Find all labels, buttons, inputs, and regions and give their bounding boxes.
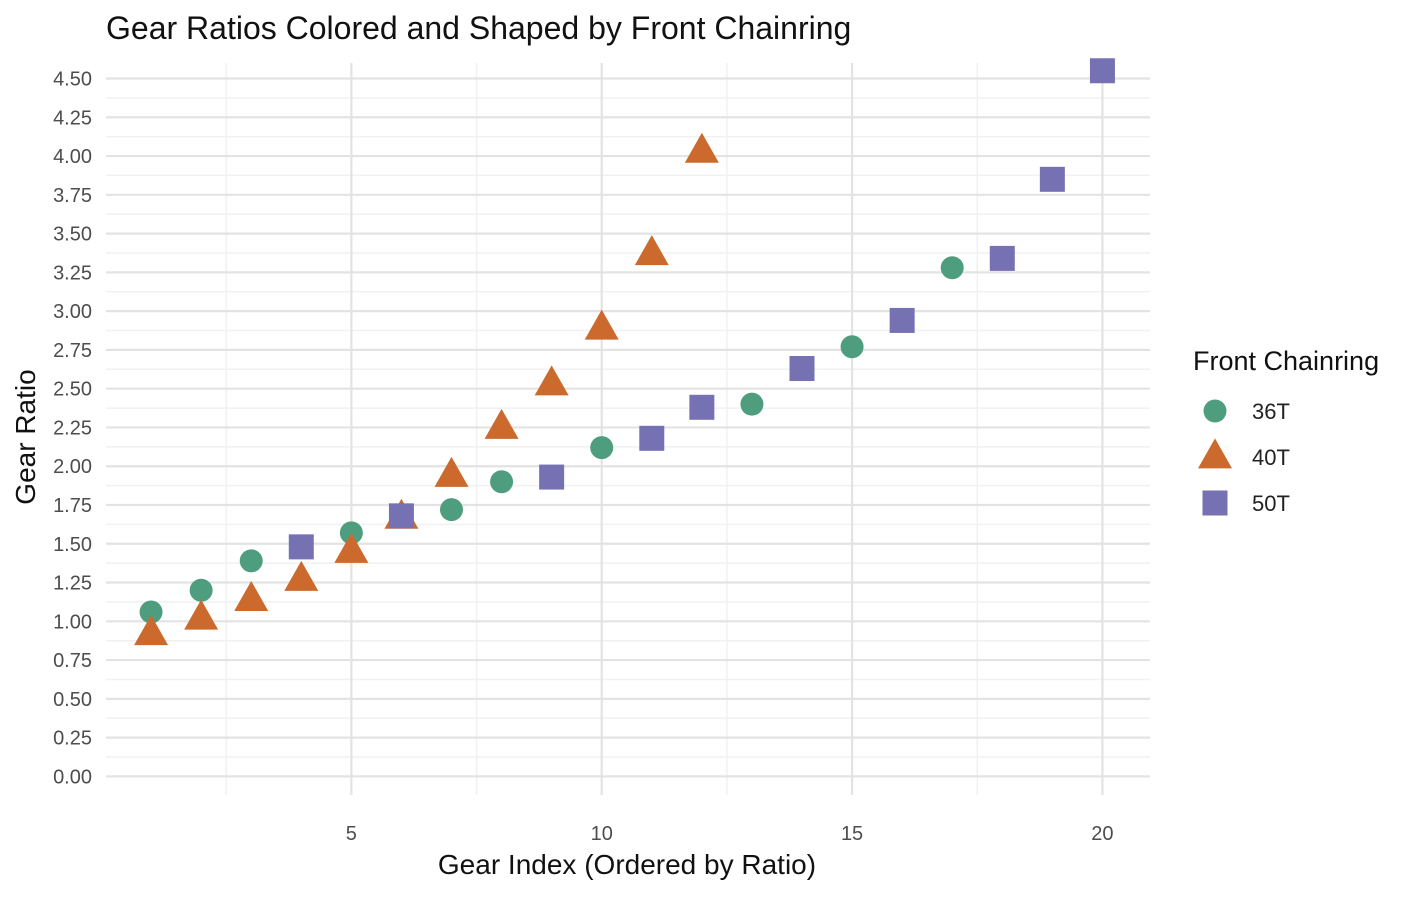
x-tick-label: 15 <box>841 823 863 845</box>
y-tick-label: 1.50 <box>53 534 92 556</box>
y-tick-label: 2.50 <box>53 379 92 401</box>
point-36T <box>439 498 463 522</box>
legend-label: 36T <box>1252 399 1290 424</box>
legend-label: 50T <box>1252 491 1290 516</box>
y-tick-label: 3.25 <box>53 262 92 284</box>
point-36T <box>339 521 363 545</box>
point-40T <box>484 408 519 439</box>
point-36T <box>590 436 614 460</box>
legend: Front Chainring 36T 40T 50T <box>1193 346 1379 516</box>
x-tick-label: 20 <box>1091 823 1113 845</box>
point-36T <box>940 256 964 280</box>
axis-layer: 0.00 0.25 0.50 0.75 1.00 1.25 1.50 1.75 2.00 2.25… <box>53 69 1113 845</box>
point-36T <box>189 578 213 602</box>
legend-items: 36T 40T 50T <box>1198 399 1290 516</box>
legend-label: 40T <box>1252 445 1290 470</box>
point-50T <box>789 356 815 382</box>
point-36T <box>239 549 263 573</box>
y-tick-label: 2.25 <box>53 417 92 439</box>
point-50T <box>539 464 565 490</box>
point-50T <box>288 534 314 560</box>
y-tick-label: 1.25 <box>53 573 92 595</box>
y-tick-label: 0.25 <box>53 728 92 750</box>
point-40T <box>284 560 319 591</box>
point-36T <box>490 470 514 494</box>
point-36T <box>139 600 163 624</box>
x-tick-label: 10 <box>591 823 613 845</box>
point-40T <box>234 580 269 611</box>
point-legend-40T <box>1198 438 1232 469</box>
y-axis-title: Gear Ratio <box>10 369 41 504</box>
point-40T <box>434 456 469 487</box>
points-layer <box>134 58 1115 646</box>
point-40T <box>534 365 569 396</box>
y-tick-label: 4.25 <box>53 107 92 129</box>
point-50T <box>989 245 1015 271</box>
point-36T <box>840 335 864 359</box>
legend-title: Front Chainring <box>1193 346 1379 376</box>
point-40T <box>584 309 619 340</box>
y-tick-label: 1.00 <box>53 611 92 633</box>
y-tick-label: 0.50 <box>53 689 92 711</box>
y-tick-label: 1.75 <box>53 495 92 517</box>
point-50T <box>1039 166 1065 192</box>
point-legend-50T <box>1202 490 1228 516</box>
x-axis-title: Gear Index (Ordered by Ratio) <box>438 849 816 880</box>
y-tick-label: 3.50 <box>53 224 92 246</box>
point-40T <box>184 599 219 630</box>
point-40T <box>684 132 719 163</box>
x-tick-label: 5 <box>346 823 357 845</box>
point-50T <box>1089 58 1115 84</box>
point-40T <box>334 532 369 563</box>
point-50T <box>889 307 915 333</box>
y-tick-label: 2.75 <box>53 340 92 362</box>
point-50T <box>639 425 665 451</box>
y-tick-label: 4.50 <box>53 69 92 91</box>
y-tick-label: 3.75 <box>53 185 92 207</box>
point-36T <box>740 392 764 416</box>
y-tick-label: 3.00 <box>53 301 92 323</box>
y-tick-label: 4.00 <box>53 146 92 168</box>
point-40T <box>134 615 169 646</box>
y-tick-label: 2.00 <box>53 456 92 478</box>
point-50T <box>388 503 414 529</box>
y-tick-label: 0.00 <box>53 766 92 788</box>
chart-title: Gear Ratios Colored and Shaped by Front … <box>106 10 851 46</box>
grid-layer <box>106 63 1150 795</box>
point-40T <box>634 235 669 266</box>
y-tick-label: 0.75 <box>53 650 92 672</box>
point-legend-36T <box>1203 399 1227 423</box>
point-50T <box>689 394 715 420</box>
